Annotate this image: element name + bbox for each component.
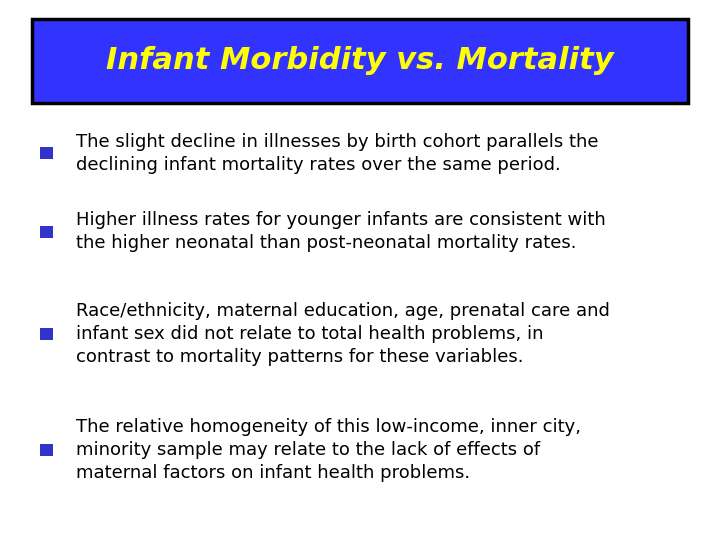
Text: Race/ethnicity, maternal education, age, prenatal care and
infant sex did not re: Race/ethnicity, maternal education, age,… <box>76 302 609 366</box>
Text: The slight decline in illnesses by birth cohort parallels the
declining infant m: The slight decline in illnesses by birth… <box>76 133 598 174</box>
FancyBboxPatch shape <box>40 147 53 159</box>
FancyBboxPatch shape <box>32 19 688 103</box>
FancyBboxPatch shape <box>40 444 53 456</box>
Text: Infant Morbidity vs. Mortality: Infant Morbidity vs. Mortality <box>106 46 614 75</box>
FancyBboxPatch shape <box>40 328 53 340</box>
Text: Higher illness rates for younger infants are consistent with
the higher neonatal: Higher illness rates for younger infants… <box>76 211 606 252</box>
Text: The relative homogeneity of this low-income, inner city,
minority sample may rel: The relative homogeneity of this low-inc… <box>76 418 580 482</box>
FancyBboxPatch shape <box>40 226 53 238</box>
